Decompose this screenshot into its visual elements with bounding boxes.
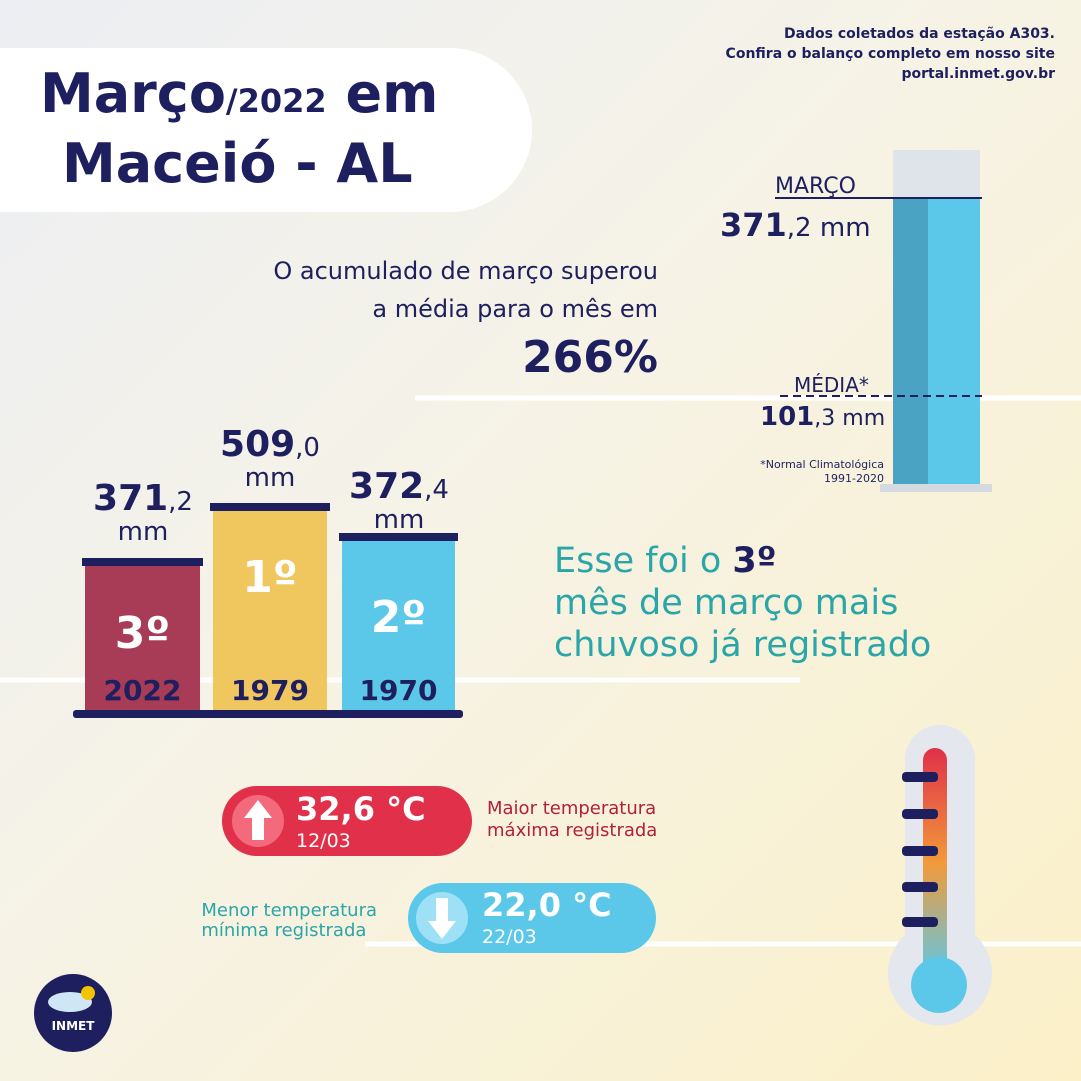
down-arrow (428, 898, 456, 939)
up-arrow (244, 800, 272, 840)
current-label: MARÇO (775, 174, 856, 199)
source-line: Dados coletados da estação A303. (783, 26, 1055, 42)
min-pill (408, 883, 656, 953)
summary-line: O acumulado de março superou (273, 257, 658, 285)
title-city: Maceió - AL (62, 132, 413, 195)
summary-percent: 266% (522, 332, 658, 383)
amount-int: 509 (220, 424, 296, 465)
amount-rest: ,3 mm (814, 406, 886, 431)
year: 2022 (103, 674, 182, 707)
average-label: MÉDIA* (794, 373, 869, 397)
footnote-line: 1991-2020 (824, 472, 884, 485)
source-line: Confira o balanço completo em nosso site (725, 46, 1055, 62)
rank-amount: 372,4 mm (328, 469, 470, 536)
title-line: Março/2022 em (40, 62, 438, 125)
footnote-line: *Normal Climatológica (760, 458, 884, 471)
title-em: em (345, 62, 439, 125)
amount-int: 371 (93, 478, 169, 519)
logo (34, 974, 112, 1052)
rank-bar (342, 540, 455, 713)
amount-int: 371 (720, 206, 787, 244)
title-year: /2022 (225, 82, 327, 120)
source-line: portal.inmet.gov.br (901, 66, 1055, 82)
amount-rest: ,2 mm (786, 213, 871, 243)
label-line: Menor temperatura (201, 900, 377, 921)
min-value: 22,0 °C (482, 886, 612, 924)
thermometer-fill (923, 748, 947, 978)
year: 1979 (231, 674, 309, 707)
source: Dados coletados da estação A303. Confira… (726, 24, 1055, 84)
cylinder-shade (893, 198, 928, 485)
unit: mm (117, 517, 169, 547)
logo-text: INMET (51, 1019, 95, 1033)
thermometer-marks (902, 772, 938, 927)
summary-line: a média para o mês em (372, 295, 658, 323)
rank: 3º (114, 608, 171, 659)
rank: 1º (242, 552, 298, 603)
rank-amount: 371,2 mm (72, 481, 214, 548)
label-line: Maior temperatura (487, 798, 657, 819)
rank-bar (85, 565, 200, 713)
label-line: máxima registrada (487, 820, 658, 841)
logo-cloud (48, 992, 92, 1012)
amount-dec: ,4 (424, 475, 449, 505)
thermometer-bulb (911, 957, 967, 1013)
statement-highlight: 3º (732, 541, 777, 581)
logo-sun (81, 986, 95, 1000)
amount-dec: ,0 (295, 433, 320, 463)
bar-cap (82, 558, 203, 566)
bar-cap (210, 503, 330, 511)
max-label: Maior temperatura máxima registrada (487, 798, 657, 842)
year: 1970 (359, 674, 438, 707)
rank: 2º (370, 592, 427, 643)
current-amount: 371,2 mm (720, 206, 871, 244)
average-amount: 101,3 mm (760, 402, 885, 432)
title-box (0, 48, 532, 212)
amount-int: 372 (349, 466, 425, 507)
label-line: mínima registrada (201, 920, 367, 941)
bar-cap (339, 533, 458, 541)
rank-bar (213, 510, 327, 713)
statement-line: chuvoso já registrado (554, 625, 932, 665)
min-label: Menor temperatura mínima registrada (201, 901, 377, 941)
summary: O acumulado de março superou a média par… (273, 252, 658, 388)
amount-int: 101 (760, 402, 815, 432)
min-date: 22/03 (482, 926, 537, 948)
statement: Esse foi o 3º mês de março mais chuvoso … (554, 540, 931, 666)
statement-line: mês de março mais (554, 583, 899, 623)
max-value: 32,6 °C (296, 790, 426, 828)
amount-dec: ,2 (168, 487, 193, 517)
cylinder-base (880, 484, 992, 492)
unit: mm (244, 463, 296, 493)
title-month: Março (40, 62, 226, 125)
max-pill (222, 786, 472, 856)
footnote: *Normal Climatológica 1991-2020 (760, 458, 884, 486)
statement-prefix: Esse foi o (554, 541, 733, 581)
unit: mm (373, 505, 425, 535)
max-date: 12/03 (296, 830, 351, 852)
rank-amount: 509,0 mm (199, 427, 341, 494)
bar-base (73, 710, 463, 718)
